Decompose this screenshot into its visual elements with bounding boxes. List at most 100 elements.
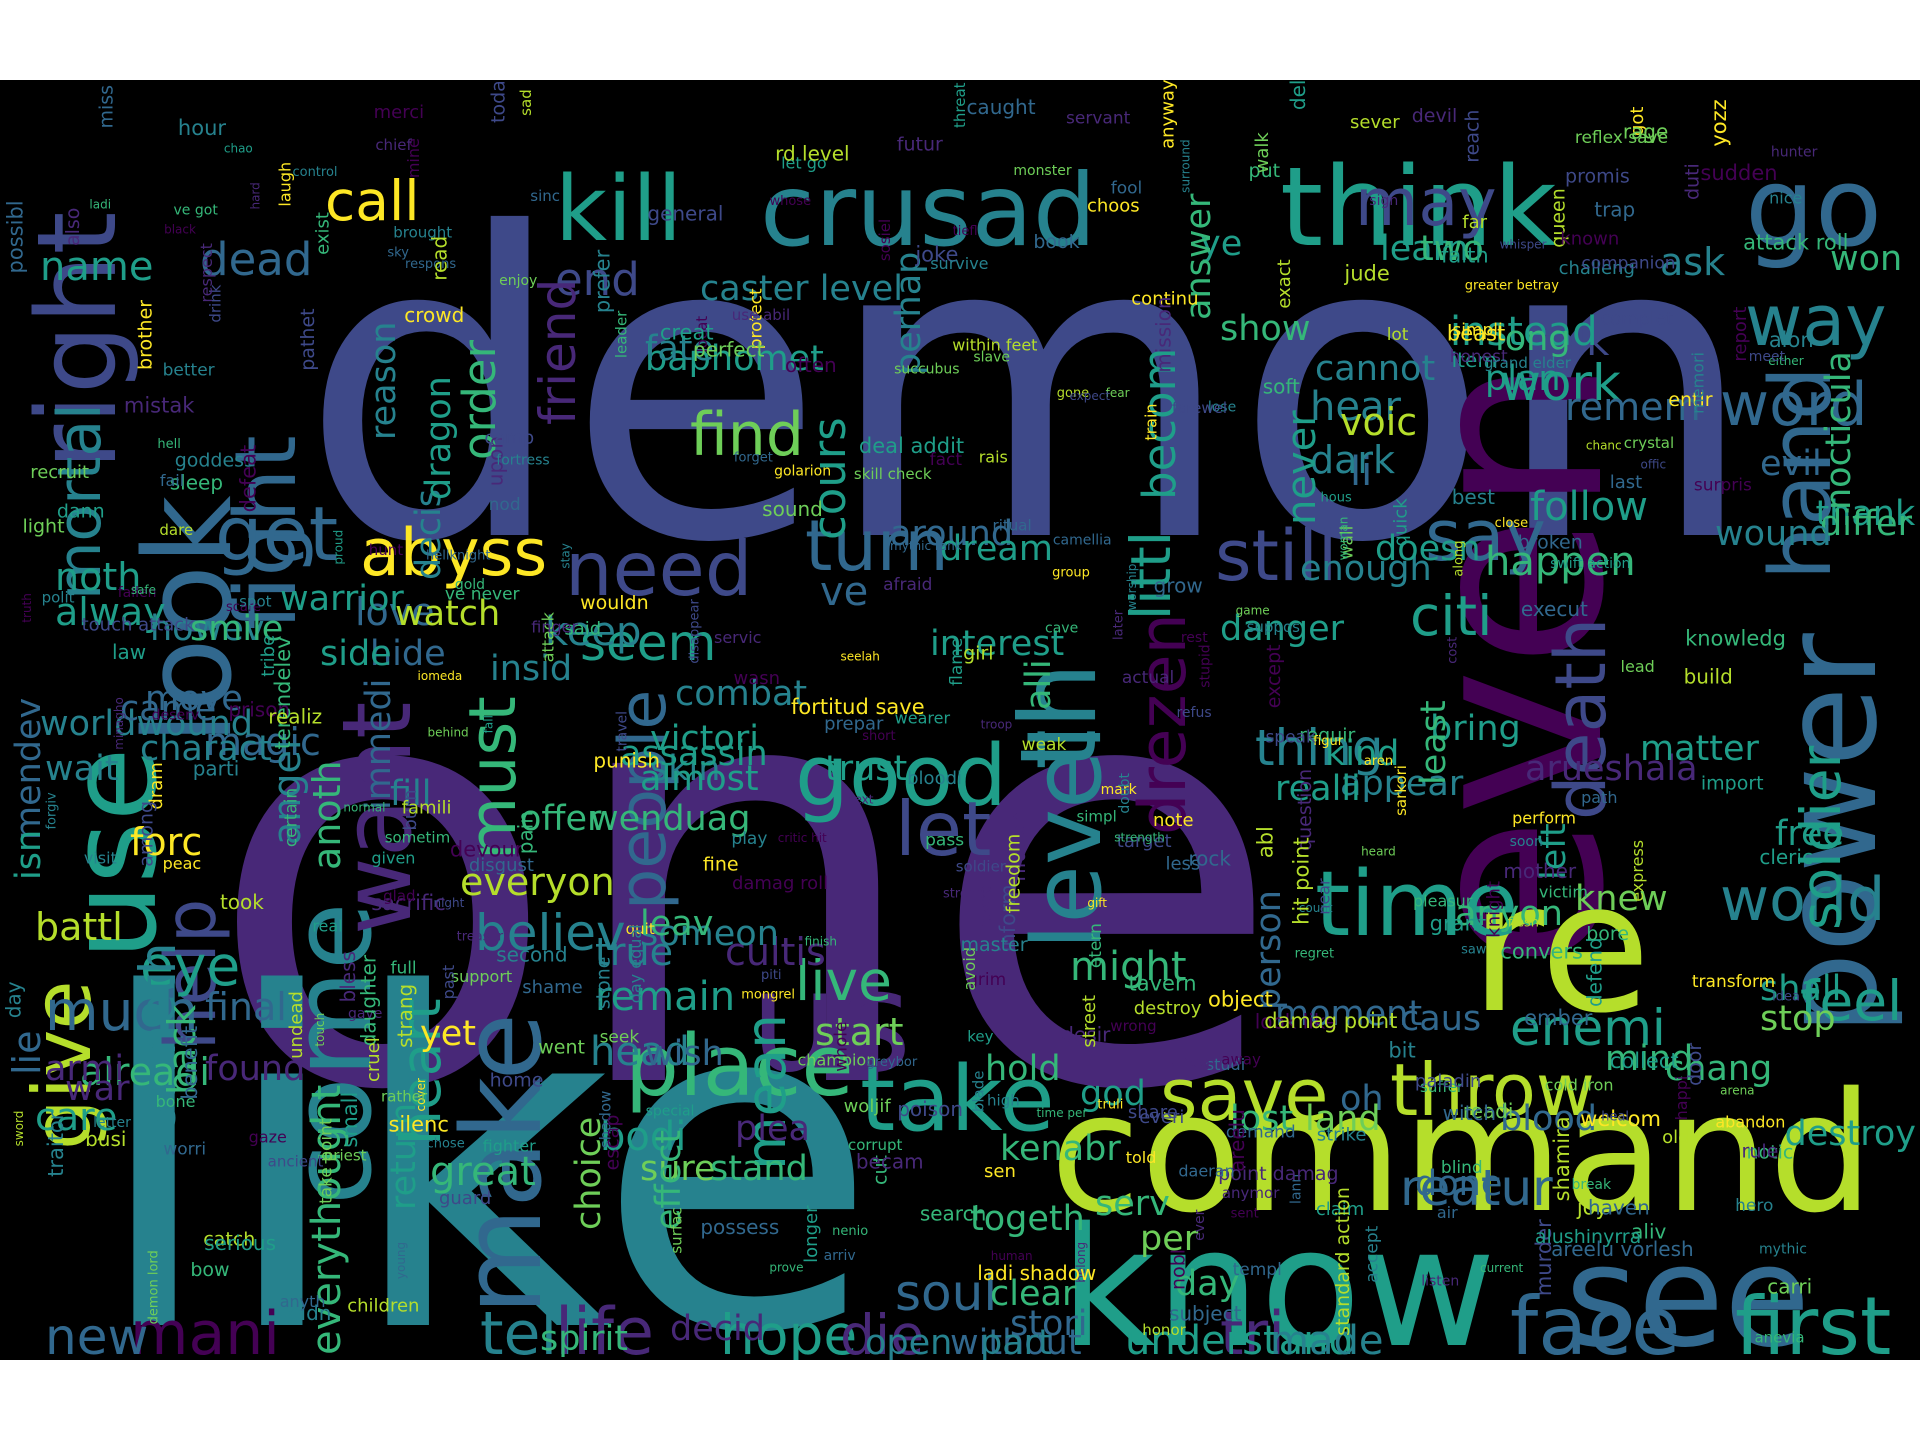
word-polit: polit	[42, 588, 75, 606]
word-farewel: farewel	[1172, 399, 1227, 417]
word-prove: prove	[769, 1260, 803, 1274]
word-also: also	[62, 208, 84, 246]
word-didn: didn	[288, 1301, 332, 1325]
word-bless: bless	[336, 951, 360, 1002]
word-bring: bring	[1430, 709, 1521, 749]
word-war: war	[65, 1069, 130, 1109]
word-within-feet: within feet	[952, 336, 1037, 355]
word-got: got	[1627, 107, 1648, 136]
word-miss: miss	[96, 85, 118, 129]
word-back: back	[160, 1005, 204, 1095]
word-truli: truli	[1097, 1098, 1123, 1113]
word-cost: cost	[1446, 637, 1461, 664]
word-without: without	[950, 1323, 1082, 1360]
word-life: life	[555, 1295, 654, 1360]
word-simpl: simpl	[1076, 807, 1116, 825]
word-end: end	[555, 253, 640, 306]
word-watch: watch	[395, 594, 500, 634]
word-corrupt: corrupt	[848, 1136, 903, 1154]
word-camellia: camellia	[1053, 533, 1112, 549]
word-find: find	[690, 400, 804, 470]
word-drezen: drezen	[1126, 613, 1201, 835]
word-finish: finish	[805, 934, 837, 948]
word-duti: duti	[1682, 163, 1704, 200]
word-noth: noth	[55, 555, 141, 599]
word-alushinyrra: alushinyrra	[1535, 1226, 1641, 1248]
word-nice: nice	[1769, 188, 1802, 207]
word-hellknight: hellknight	[426, 549, 490, 564]
word-surfac: surfac	[668, 1207, 686, 1253]
word-free: free	[1775, 814, 1844, 854]
word-stori: stori	[1010, 1304, 1088, 1344]
word-understand: understand	[1125, 1318, 1354, 1360]
word-went: went	[538, 1036, 585, 1058]
word-won: won	[1830, 239, 1902, 279]
word-ancient: ancient	[268, 1152, 324, 1170]
word-crowd: crowd	[404, 303, 464, 327]
word-live: live	[795, 949, 892, 1013]
word-touch-attack: touch attack	[82, 614, 196, 635]
word-soft: soft	[1263, 375, 1300, 399]
word-next: next	[847, 793, 874, 807]
word-busi: busi	[85, 1127, 126, 1151]
word-learn: learn	[1380, 229, 1469, 269]
word-honor: honor	[1142, 1321, 1186, 1339]
word-might: might	[1070, 944, 1187, 990]
word-challeng: challeng	[1559, 258, 1635, 279]
word-express: express	[1628, 840, 1647, 902]
word-ladi: ladi	[89, 197, 111, 211]
word-glad: glad	[383, 887, 415, 905]
word-blade: blade	[970, 1071, 988, 1113]
word-death: death	[1540, 618, 1622, 820]
word-interest: interest	[930, 624, 1064, 664]
word-choice: choice	[569, 1117, 609, 1230]
word-regret: regret	[1295, 946, 1334, 961]
word-isn: isn	[9, 830, 49, 880]
word-near: near	[1315, 878, 1334, 915]
word-honest: honest	[1450, 347, 1508, 367]
word-possibl: possibl	[3, 200, 27, 273]
word-fortress: fortress	[496, 453, 549, 469]
word-build: build	[1684, 664, 1733, 688]
word-punish: punish	[593, 749, 660, 773]
word-defeat: defeat	[237, 445, 261, 513]
word-seek: seek	[600, 1028, 640, 1048]
word-fail: fail	[160, 471, 184, 490]
word-done: done	[1415, 1164, 1502, 1204]
word-show: show	[1220, 309, 1310, 349]
word-spot: spot	[239, 593, 272, 611]
word-execut: execut	[1521, 597, 1588, 621]
word-fear: fear	[1106, 386, 1130, 400]
word-heal: heal	[1601, 1110, 1629, 1125]
word-place: place	[625, 1017, 854, 1116]
word-golarion: golarion	[774, 464, 831, 480]
word-bone: bone	[156, 1092, 196, 1111]
word-readi: readi	[1463, 1099, 1514, 1123]
word-shadow: shadow	[596, 1091, 614, 1148]
word-arena: arena	[1720, 1084, 1754, 1098]
word-best: best	[1452, 485, 1495, 509]
word-sen: sen	[984, 1161, 1016, 1182]
word-rule: rule	[1742, 1140, 1779, 1162]
word-cover: cover	[414, 1078, 428, 1111]
word-around: around	[890, 514, 1013, 554]
word-anyon: anyon	[1455, 894, 1563, 934]
word-one: one	[205, 542, 1284, 1217]
word-areelu: areelu	[1225, 1109, 1249, 1172]
word-companion: companion	[1581, 253, 1675, 273]
word-plan: plan	[1485, 359, 1561, 399]
word-troop: troop	[981, 718, 1013, 732]
word-decis: decis	[409, 489, 449, 580]
word-demon-lord: demon lord	[146, 1250, 161, 1324]
word-fine: fine	[703, 854, 739, 876]
word-stop: stop	[1760, 999, 1836, 1039]
word-rather: rather	[381, 1088, 428, 1106]
word-voic: voic	[1340, 400, 1417, 444]
word-black: black	[164, 223, 196, 237]
word-trap: trap	[1594, 198, 1635, 222]
word-destroy: destroy	[1785, 1114, 1916, 1154]
word-power: power	[1754, 633, 1906, 1035]
word-reveal: reveal	[976, 880, 995, 930]
word-sound: sound	[762, 497, 823, 521]
word-rage: rage	[1623, 119, 1668, 143]
